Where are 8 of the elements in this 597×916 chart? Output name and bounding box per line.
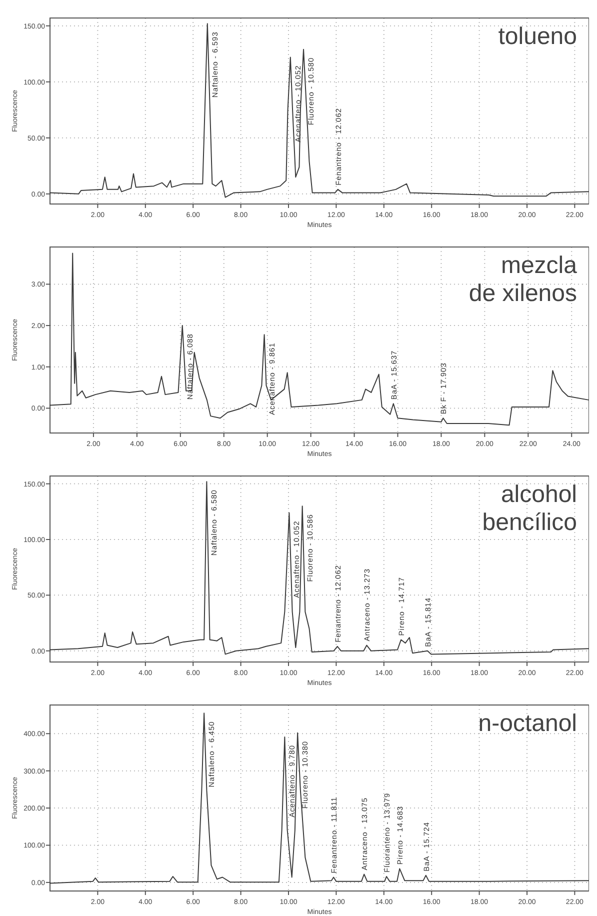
line-series <box>50 23 589 198</box>
chart-title: n-octanol <box>478 710 577 737</box>
line-series <box>50 252 589 426</box>
text: alcohol bencílico <box>482 481 577 536</box>
line-series <box>50 712 589 884</box>
chart-title: tolueno <box>498 23 577 50</box>
text: mezcla de xilenos <box>468 252 578 307</box>
line-series <box>50 481 589 655</box>
